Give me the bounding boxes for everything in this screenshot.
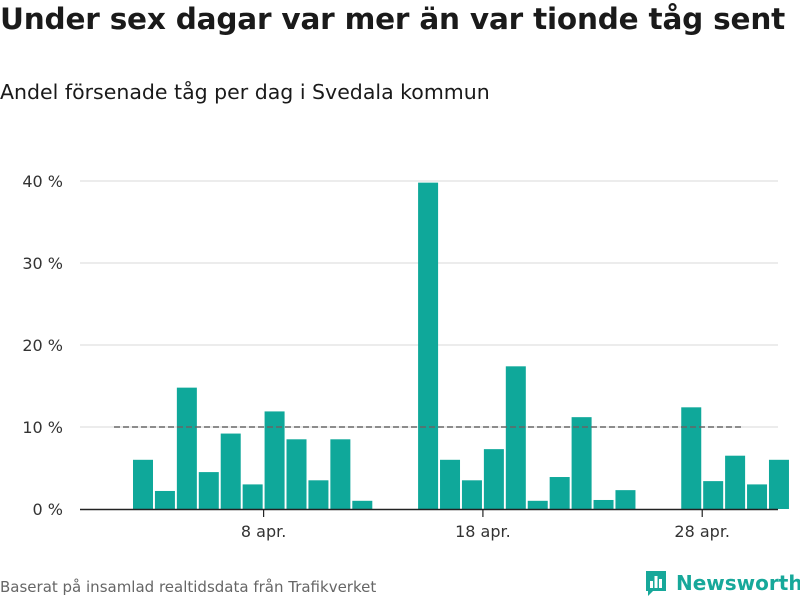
y-tick-label: 30 % [22,254,63,273]
bar [681,407,702,509]
y-tick-label: 10 % [22,418,63,437]
bar [308,480,329,509]
bar [593,499,614,509]
bar [725,455,746,509]
bar [440,459,461,509]
bar [220,433,241,509]
chart-subtitle: Andel försenade tåg per dag i Svedala ko… [0,80,490,104]
bar [176,387,197,509]
bar [571,417,592,509]
bar [264,411,285,509]
bar [703,481,724,509]
bar [461,480,482,509]
y-tick-label: 20 % [22,336,63,355]
bar [615,490,636,509]
bar [133,459,153,509]
bar [286,439,307,509]
bar [352,500,373,509]
chart-title: Under sex dagar var mer än var tionde tå… [0,2,786,36]
bar [505,366,526,509]
x-tick-label: 18 apr. [455,522,511,541]
x-tick-label: 8 apr. [241,522,286,541]
bar [418,182,439,509]
bar [747,484,768,509]
y-tick-labels: 0 % 10 % 20 % 30 % 40 % [22,172,63,519]
x-tick-label: 28 apr. [674,522,730,541]
brand-name: Newsworthy [676,571,800,595]
source-caption: Baserat på insamlad realtidsdata från Tr… [0,578,377,596]
brand-logo-group: Newsworthy [644,569,800,597]
bar [330,439,351,509]
x-tick-labels: 8 apr. 18 apr. 28 apr. [241,522,730,541]
y-tick-label: 0 % [33,500,63,519]
bar [527,500,548,509]
bar [242,484,263,509]
bar [198,472,219,509]
x-axis [80,508,778,517]
bar-chart-speech-bubble-icon [646,571,666,596]
bar [154,490,175,509]
bars [133,182,789,509]
y-tick-label: 40 % [22,172,63,191]
bar [549,477,570,509]
bar [483,449,504,509]
bar [768,459,789,509]
